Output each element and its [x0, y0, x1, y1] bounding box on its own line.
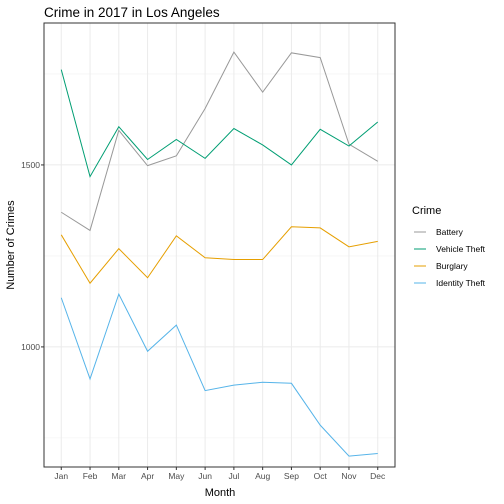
x-tick-label: Sep — [284, 471, 299, 481]
legend-label: Vehicle Theft — [436, 244, 486, 254]
legend-title: Crime — [412, 205, 441, 217]
major-gridlines — [44, 23, 395, 467]
series-line-vehicle-theft — [60, 69, 379, 178]
x-axis: Jan Feb Mar Apr May Jun Jul Aug Sep Oct Nov Dec — [54, 467, 386, 481]
x-tick-label: Dec — [370, 471, 386, 481]
panel-border-rect — [43, 22, 396, 468]
x-tick-label: Aug — [255, 471, 270, 481]
y-tick-label: 1000 — [21, 342, 40, 352]
x-tick-label: Jan — [54, 471, 68, 481]
plot-border — [43, 22, 396, 468]
x-tick-label: Jun — [198, 471, 212, 481]
y-tick-label: 1500 — [21, 160, 40, 170]
series-line-burglary — [60, 226, 378, 285]
legend-label: Battery — [436, 227, 464, 237]
series-lines — [60, 51, 379, 457]
chart-title: Crime in 2017 in Los Angeles — [44, 5, 220, 20]
plot-panel — [44, 23, 395, 467]
x-tick-label: Oct — [314, 471, 328, 481]
series-line-battery — [60, 51, 378, 232]
y-axis-title: Number of Crimes — [5, 200, 17, 290]
x-tick-label: May — [168, 471, 185, 481]
x-tick-label: Mar — [111, 471, 126, 481]
x-tick-label: Nov — [341, 471, 357, 481]
legend: Crime Battery Vehicle Theft Burglary Identi… — [412, 205, 486, 288]
x-tick-label: Apr — [141, 471, 154, 481]
series-line-identity-theft — [60, 292, 378, 457]
legend-label: Burglary — [436, 261, 468, 271]
minor-gridlines — [44, 73, 395, 439]
x-tick-label: Feb — [83, 471, 98, 481]
panel-background — [44, 23, 395, 467]
legend-label: Identity Theft — [436, 278, 486, 288]
y-axis: 1000 1500 — [21, 160, 44, 352]
x-axis-title: Month — [205, 487, 236, 499]
x-tick-label: Jul — [228, 471, 239, 481]
